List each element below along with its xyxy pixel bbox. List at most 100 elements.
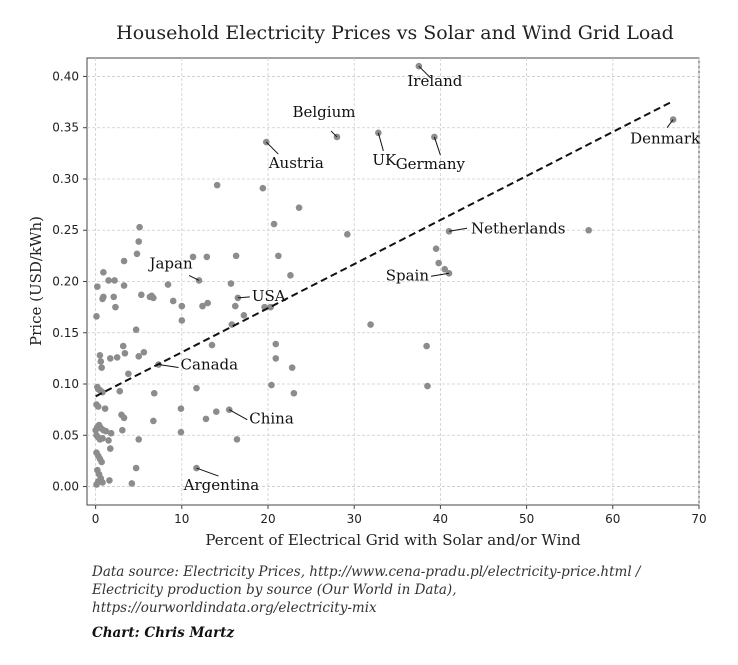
data-point (288, 364, 296, 371)
annotation-leader-uk (377, 132, 384, 151)
annotation-leader-netherlands (448, 227, 468, 232)
data-point (290, 389, 298, 397)
data-point (213, 181, 221, 189)
annotation-argentina: Argentina (183, 476, 260, 494)
data-point (94, 283, 101, 290)
data-point (120, 282, 128, 289)
annotation-usa: USA (252, 287, 286, 305)
data-point (150, 417, 157, 425)
data-point (135, 436, 143, 443)
data-point (270, 220, 278, 228)
data-point (344, 231, 351, 238)
annotation-leader-ireland (418, 65, 432, 79)
data-point (240, 312, 248, 319)
data-point (111, 277, 118, 284)
data-point (295, 204, 303, 211)
data-point (110, 293, 118, 301)
data-point (105, 437, 112, 444)
data-point (195, 277, 203, 284)
country-annotations: Ireland Belgium Austria UK Germany Denmark Net… (147, 65, 701, 494)
annotation-ireland: Ireland (407, 72, 462, 90)
data-point (268, 381, 275, 389)
data-point (106, 445, 114, 452)
data-point (193, 384, 200, 392)
data-point (585, 226, 592, 234)
data-point (435, 259, 442, 267)
x-tick-label: 50 (519, 512, 534, 526)
data-point (423, 342, 430, 350)
data-point (178, 302, 186, 310)
data-point (227, 280, 235, 287)
data-point (189, 253, 197, 261)
data-point (133, 250, 141, 258)
y-axis-label: Price (USD/kWh) (27, 216, 45, 346)
chart-title: Household Electricity Prices vs Solar an… (116, 22, 674, 44)
data-point (98, 458, 105, 466)
x-axis-label: Percent of Electrical Grid with Solar an… (205, 531, 581, 549)
y-tick-label: 0.20 (52, 275, 79, 289)
data-point (146, 293, 154, 301)
annotation-denmark: Denmark (630, 130, 701, 148)
annotation-spain: Spain (386, 266, 430, 284)
data-point (116, 387, 124, 395)
data-point (128, 480, 136, 487)
y-tick-label: 0.15 (52, 326, 79, 340)
scatter-chart: Household Electricity Prices vs Solar an… (27, 22, 707, 549)
data-point (107, 429, 115, 437)
x-tick-label: 40 (433, 512, 448, 526)
y-tick-label: 0.10 (52, 377, 79, 391)
annotation-japan: Japan (147, 254, 193, 272)
annotation-leader-usa (237, 296, 250, 299)
y-tick-label: 0.40 (52, 69, 79, 83)
annotation-leader-japan (188, 275, 200, 281)
data-point (113, 354, 121, 361)
data-point (132, 464, 140, 472)
data-point (119, 342, 127, 350)
data-point (125, 370, 132, 378)
data-point (94, 478, 102, 485)
x-tick-label: 30 (347, 512, 362, 526)
annotation-canada: Canada (181, 356, 239, 374)
data-point (259, 184, 267, 192)
data-point (445, 269, 453, 277)
annotation-leader-denmark (666, 119, 674, 128)
data-point (106, 355, 114, 362)
annotation-china: China (249, 410, 294, 428)
data-point (105, 277, 112, 284)
y-tick-label: 0.30 (52, 172, 79, 186)
annotation-leader-china (228, 409, 248, 421)
data-point (150, 389, 158, 397)
annotation-austria: Austria (268, 154, 324, 172)
data-point (101, 405, 109, 412)
data-point (135, 353, 143, 360)
data-point (98, 364, 105, 371)
data-point (177, 428, 185, 436)
data-point (208, 341, 216, 349)
data-point (100, 293, 107, 301)
data-point (272, 340, 280, 348)
data-point (140, 348, 148, 356)
data-point (424, 382, 431, 390)
x-tick-label: 60 (605, 512, 620, 526)
data-point (287, 272, 294, 279)
annotation-leader-spain (430, 272, 450, 277)
data-point (234, 294, 242, 302)
annotation-uk: UK (372, 151, 397, 169)
x-axis-ticks: 0 10 20 30 40 50 60 70 (92, 505, 707, 526)
data-point (272, 355, 280, 362)
chart-credit: Chart: Chris Martz (92, 625, 235, 641)
y-axis-ticks: 0.00 0.05 0.10 0.15 0.20 0.25 0.30 0.35 0.40 (52, 69, 87, 494)
data-point (231, 302, 239, 310)
source-line-1: Data source: Electricity Prices, http://… (92, 564, 641, 580)
data-point (177, 405, 185, 412)
data-point (100, 268, 107, 276)
data-point (119, 426, 126, 434)
data-point (169, 297, 177, 305)
data-point (202, 415, 210, 423)
y-tick-label: 0.05 (52, 428, 79, 442)
data-point (94, 403, 102, 410)
data-point (120, 414, 128, 422)
data-point (164, 281, 172, 288)
data-point (138, 291, 145, 299)
data-point (441, 265, 449, 273)
